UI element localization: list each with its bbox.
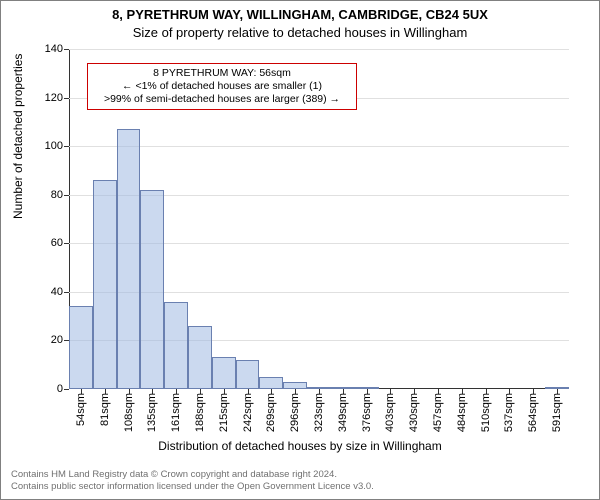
y-tick-mark: [64, 146, 69, 147]
x-tick-label: 484sqm: [456, 393, 468, 432]
x-tick-label: 54sqm: [75, 393, 87, 426]
chart-container: 8, PYRETHRUM WAY, WILLINGHAM, CAMBRIDGE,…: [0, 0, 600, 500]
histogram-bar: [140, 190, 164, 389]
x-tick-label: 269sqm: [265, 393, 277, 432]
y-tick-mark: [64, 292, 69, 293]
x-tick-label: 537sqm: [503, 393, 515, 432]
histogram-bar: [236, 360, 260, 389]
gridline: [69, 146, 569, 147]
x-axis-label: Distribution of detached houses by size …: [1, 439, 599, 453]
annotation-box: 8 PYRETHRUM WAY: 56sqm ← <1% of detached…: [87, 63, 357, 110]
histogram-bar: [259, 377, 283, 389]
annotation-line-3: >99% of semi-detached houses are larger …: [94, 93, 350, 106]
x-tick-label: 349sqm: [337, 393, 349, 432]
y-tick-label: 140: [29, 43, 63, 55]
x-tick-label: 457sqm: [432, 393, 444, 432]
x-tick-label: 376sqm: [361, 393, 373, 432]
y-tick-mark: [64, 195, 69, 196]
chart-title-subtitle: Size of property relative to detached ho…: [1, 25, 599, 40]
x-tick-label: 296sqm: [289, 393, 301, 432]
y-tick-label: 60: [29, 237, 63, 249]
footer-line-2: Contains public sector information licen…: [11, 481, 374, 493]
y-tick-mark: [64, 243, 69, 244]
x-tick-label: 81sqm: [99, 393, 111, 426]
x-tick-label: 215sqm: [218, 393, 230, 432]
y-tick-label: 100: [29, 140, 63, 152]
histogram-bar: [188, 326, 212, 389]
y-tick-label: 0: [29, 383, 63, 395]
histogram-bar: [212, 357, 236, 389]
y-tick-label: 80: [29, 189, 63, 201]
chart-title-address: 8, PYRETHRUM WAY, WILLINGHAM, CAMBRIDGE,…: [1, 7, 599, 22]
footer-attribution: Contains HM Land Registry data © Crown c…: [11, 469, 374, 493]
x-tick-label: 510sqm: [480, 393, 492, 432]
annotation-line-2: ← <1% of detached houses are smaller (1): [94, 80, 350, 93]
histogram-bar: [164, 302, 188, 389]
x-tick-label: 430sqm: [408, 393, 420, 432]
gridline: [69, 49, 569, 50]
y-tick-label: 40: [29, 286, 63, 298]
histogram-bar: [117, 129, 141, 389]
y-tick-label: 120: [29, 92, 63, 104]
histogram-bar: [69, 306, 93, 389]
x-tick-label: 135sqm: [146, 393, 158, 432]
x-tick-label: 188sqm: [194, 393, 206, 432]
y-tick-mark: [64, 49, 69, 50]
x-tick-label: 564sqm: [527, 393, 539, 432]
x-tick-label: 403sqm: [384, 393, 396, 432]
y-tick-mark: [64, 98, 69, 99]
histogram-bar: [93, 180, 117, 389]
histogram-bar: [283, 382, 307, 389]
footer-line-1: Contains HM Land Registry data © Crown c…: [11, 469, 374, 481]
x-tick-label: 108sqm: [123, 393, 135, 432]
x-tick-label: 161sqm: [170, 393, 182, 432]
y-tick-label: 20: [29, 334, 63, 346]
annotation-line-1: 8 PYRETHRUM WAY: 56sqm: [94, 67, 350, 80]
x-tick-label: 242sqm: [242, 393, 254, 432]
y-tick-mark: [64, 389, 69, 390]
y-axis-label: Number of detached properties: [11, 54, 25, 219]
x-tick-label: 591sqm: [551, 393, 563, 432]
x-tick-label: 323sqm: [313, 393, 325, 432]
